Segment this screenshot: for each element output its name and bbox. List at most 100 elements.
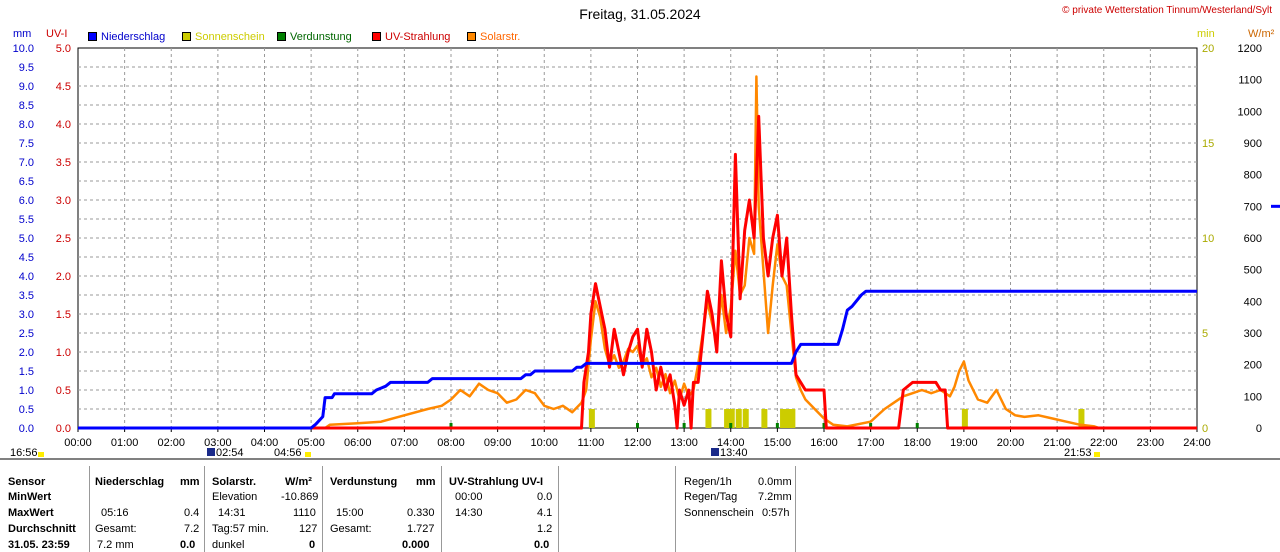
stats-row-label: MinWert <box>8 491 52 503</box>
solar-current-label: dunkel <box>212 539 245 551</box>
x-tick-label: 24:00 <box>1183 437 1211 449</box>
solar-day-label: Tag:57 min. <box>212 523 269 535</box>
divider <box>204 466 205 552</box>
stats-row-label: Durchschnitt <box>8 523 76 535</box>
sunrise-icon <box>305 452 311 457</box>
uv-current-value: 0.0 <box>534 539 550 551</box>
sonnenschein-value: 0:57h <box>762 507 790 519</box>
wm2-axis-unit: W/m² <box>1248 28 1275 40</box>
divider <box>675 466 676 552</box>
niederschlag-total-value: 7.2 <box>184 523 200 535</box>
sunshine-bar <box>588 409 595 428</box>
wm2-tick-label: 0 <box>1256 423 1262 435</box>
mm-tick-label: 1.0 <box>19 385 34 397</box>
verdunstung-current-value: 0.000 <box>402 539 430 551</box>
mm-tick-label: 1.5 <box>19 366 34 378</box>
verdunstung-unit: mm <box>416 476 436 488</box>
x-tick-label: 04:00 <box>251 437 279 449</box>
chart-title: Freitag, 31.05.2024 <box>579 6 701 22</box>
uv-max-value: 4.1 <box>537 507 553 519</box>
mm-tick-label: 3.0 <box>19 309 34 321</box>
niederschlag-header: Niederschlag <box>95 476 165 488</box>
uv-max-time: 14:30 <box>455 507 483 519</box>
divider <box>441 466 442 552</box>
mm-tick-label: 7.5 <box>19 138 34 150</box>
mm-tick-label: 5.0 <box>19 233 34 245</box>
mm-tick-label: 0.0 <box>19 423 34 435</box>
uvi-tick-label: 0.5 <box>56 385 71 397</box>
evaporation-mark <box>729 423 733 428</box>
moonset-icon <box>207 448 215 456</box>
niederschlag-unit: mm <box>180 476 200 488</box>
divider <box>795 466 796 552</box>
sun-icon <box>38 452 44 457</box>
x-tick-label: 13:00 <box>670 437 698 449</box>
x-tick-label: 17:00 <box>857 437 885 449</box>
x-tick-label: 06:00 <box>344 437 372 449</box>
solar-unit: W/m² <box>285 476 312 488</box>
solar-max-value: 1110 <box>293 507 316 519</box>
wm2-tick-label: 1000 <box>1238 106 1262 118</box>
x-tick-label: 11:00 <box>578 437 605 449</box>
sunshine-bar <box>724 409 731 428</box>
legend-uv-strahlung: UV-Strahlung <box>372 30 450 44</box>
mm-tick-label: 4.5 <box>19 252 34 264</box>
x-tick-label: 03:00 <box>204 437 232 449</box>
solar-current-value: 0 <box>309 539 316 551</box>
x-tick-label: 08:00 <box>437 437 465 449</box>
series-line-uvstrahlung <box>78 114 1197 430</box>
solar-day-value: 127 <box>299 523 318 535</box>
moonrise-icon <box>711 448 719 456</box>
uvi-axis-unit: UV-I <box>46 28 68 40</box>
sonnenschein-label: Sonnenschein <box>684 507 754 519</box>
weather-chart: 10.0 9.5 9.0 8.5 8.0 7.5 7.0 6.5 6.0 5.5 5.0 4.5 4.0… <box>0 43 1280 460</box>
wm2-tick-label: 800 <box>1244 170 1262 182</box>
min-tick-label: 15 <box>1202 138 1214 150</box>
regen-tag-label: Regen/Tag <box>684 491 738 503</box>
wm2-tick-label: 100 <box>1244 391 1262 403</box>
legend-sonnenschein: Sonnenschein <box>182 30 265 44</box>
verdunstung-total-label: Gesamt: <box>330 523 372 535</box>
mm-tick-label: 2.0 <box>19 347 34 359</box>
sunset-icon <box>1094 452 1100 457</box>
min-tick-label: 20 <box>1202 43 1214 55</box>
uvi-tick-label: 3.0 <box>56 195 71 207</box>
mm-tick-label: 2.5 <box>19 328 34 340</box>
verdunstung-header: Verdunstung <box>330 476 398 488</box>
niederschlag-current-value: 0.0 <box>180 539 196 551</box>
regen-1h-label: Regen/1h <box>684 476 732 488</box>
uvi-tick-label: 1.5 <box>56 309 71 321</box>
mm-tick-label: 9.0 <box>19 81 34 93</box>
x-tick-label: 00:00 <box>64 437 92 449</box>
uvi-tick-label: 5.0 <box>56 43 71 55</box>
solar-elevation-label: Elevation <box>212 491 258 503</box>
solar-header: Solarstr. <box>212 476 257 488</box>
mm-axis-unit: mm <box>13 28 32 40</box>
x-tick-label: 07:00 <box>391 437 419 449</box>
legend-solarstrahlung: Solarstr. <box>467 30 520 44</box>
uvi-tick-label: 4.5 <box>56 81 71 93</box>
legend-niederschlag: Niederschlag <box>88 30 165 44</box>
mm-tick-label: 6.0 <box>19 195 34 207</box>
uvi-tick-label: 3.5 <box>56 157 71 169</box>
sunshine-bar <box>742 409 749 428</box>
divider <box>322 466 323 552</box>
solar-elevation-value: -10.869 <box>281 491 319 503</box>
regen-1h-value: 0.0mm <box>758 476 792 488</box>
evaporation-mark <box>822 423 826 428</box>
x-tick-label: 01:00 <box>111 437 139 449</box>
uv-min-time: 00:00 <box>455 491 483 503</box>
wm2-tick-label: 600 <box>1244 233 1262 245</box>
x-tick-label: 15:00 <box>764 437 792 449</box>
uv-avg-value: 1.2 <box>537 523 553 535</box>
mm-tick-label: 10.0 <box>13 43 34 55</box>
verdunstung-total-value: 1.727 <box>407 523 435 535</box>
stats-sensor-header: Sensor <box>8 476 46 488</box>
divider <box>89 466 90 552</box>
mm-tick-label: 8.0 <box>19 119 34 131</box>
stats-row-label: MaxWert <box>8 507 54 519</box>
x-tick-label: 23:00 <box>1137 437 1165 449</box>
min-tick-label: 10 <box>1202 233 1214 245</box>
divider <box>558 466 559 552</box>
wm2-tick-label: 500 <box>1244 265 1262 277</box>
